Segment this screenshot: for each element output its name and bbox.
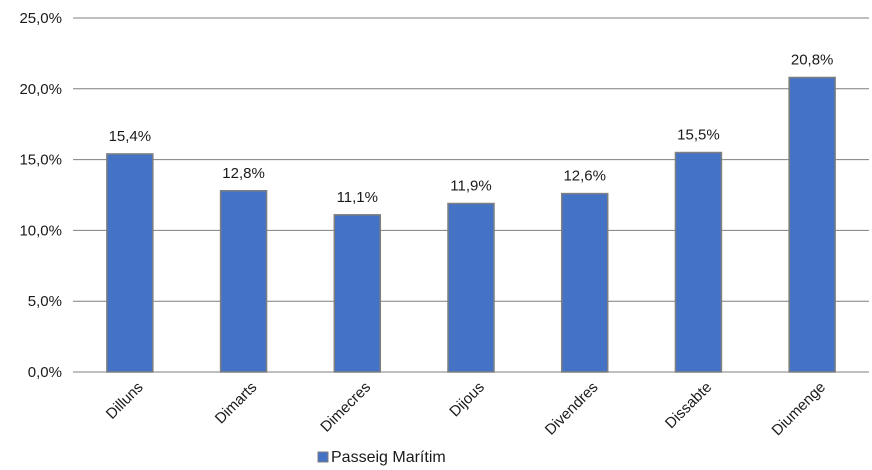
data-labels: 15,4% 12,8% 11,1% 11,9% 12,6% 15,5% 20,8% <box>109 51 834 205</box>
bar-divendres <box>560 192 609 373</box>
data-label: 11,9% <box>450 177 491 194</box>
data-label: 15,5% <box>677 127 720 144</box>
bar-diumenge <box>788 76 836 373</box>
data-label: 20,8% <box>791 51 834 68</box>
bar-dissabte <box>674 151 723 373</box>
legend: Passeig Marítim <box>317 449 446 466</box>
x-category-label: Dimecres <box>317 379 374 436</box>
x-category-label: Dissabte <box>662 379 715 432</box>
y-tick-label: 10,0% <box>19 222 62 239</box>
x-category-label: Divendres <box>542 379 602 439</box>
x-category-label: Dimarts <box>212 379 261 428</box>
bar-dilluns <box>106 153 154 373</box>
y-tick-label: 0,0% <box>28 364 62 381</box>
bars <box>106 76 836 373</box>
legend-label: Passeig Marítim <box>331 449 446 466</box>
bar-dimarts <box>219 190 268 373</box>
x-category-label: Dilluns <box>103 379 147 423</box>
bar-dijous <box>447 202 495 373</box>
y-tick-label: 20,0% <box>19 81 62 98</box>
bar-dimecres <box>333 214 382 373</box>
data-label: 12,6% <box>563 168 606 185</box>
x-category-label: Dijous <box>446 379 487 420</box>
data-label: 12,8% <box>222 165 265 182</box>
legend-swatch <box>317 451 329 463</box>
x-axis-category-labels: Dilluns Dimarts Dimecres Dijous Divendres Dis… <box>103 379 829 439</box>
y-axis-tick-labels: 0,0% 5,0% 10,0% 15,0% 20,0% 25,0% <box>19 10 62 381</box>
y-tick-label: 25,0% <box>19 10 62 27</box>
y-tick-label: 5,0% <box>28 293 62 310</box>
y-tick-label: 15,0% <box>19 152 62 169</box>
data-label: 15,4% <box>109 128 152 145</box>
x-category-label: Diumenge <box>769 379 829 439</box>
data-label: 11,1% <box>337 189 378 206</box>
